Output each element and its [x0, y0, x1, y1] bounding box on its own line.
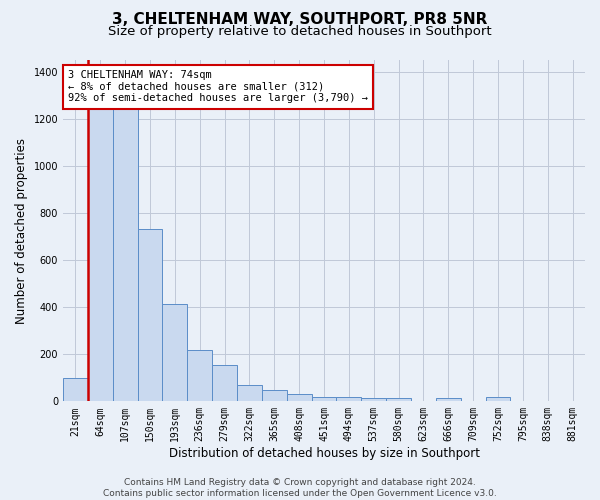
Bar	[137, 230, 163, 402]
Bar	[361, 398, 386, 402]
Bar	[187, 350, 212, 402]
Bar	[163, 304, 187, 402]
Bar	[113, 84, 137, 402]
Bar	[88, 84, 113, 402]
Text: Contains HM Land Registry data © Crown copyright and database right 2024.
Contai: Contains HM Land Registry data © Crown c…	[103, 478, 497, 498]
Bar	[63, 378, 88, 402]
Text: 3, CHELTENHAM WAY, SOUTHPORT, PR8 5NR: 3, CHELTENHAM WAY, SOUTHPORT, PR8 5NR	[112, 12, 488, 28]
Bar	[485, 396, 511, 402]
Bar	[212, 365, 237, 402]
X-axis label: Distribution of detached houses by size in Southport: Distribution of detached houses by size …	[169, 447, 479, 460]
Bar	[237, 385, 262, 402]
Bar	[262, 390, 287, 402]
Bar	[337, 396, 361, 402]
Text: Size of property relative to detached houses in Southport: Size of property relative to detached ho…	[108, 25, 492, 38]
Y-axis label: Number of detached properties: Number of detached properties	[15, 138, 28, 324]
Bar	[287, 394, 311, 402]
Bar	[311, 396, 337, 402]
Bar	[386, 398, 411, 402]
Bar	[436, 398, 461, 402]
Text: 3 CHELTENHAM WAY: 74sqm
← 8% of detached houses are smaller (312)
92% of semi-de: 3 CHELTENHAM WAY: 74sqm ← 8% of detached…	[68, 70, 368, 103]
